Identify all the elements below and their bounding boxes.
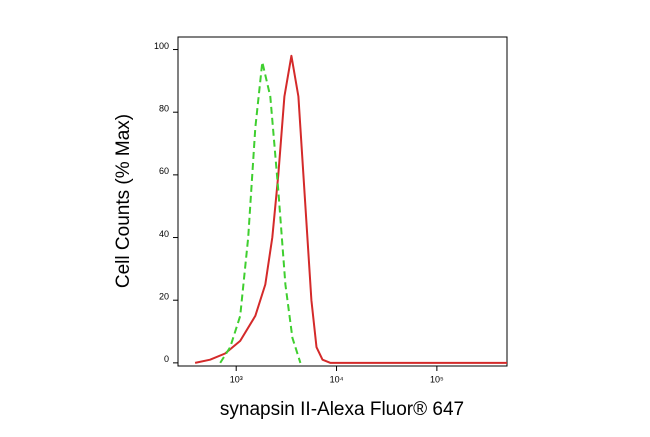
y-tick-label: 0 [164, 354, 169, 364]
y-tick-label: 20 [159, 292, 169, 302]
y-tick-label: 40 [159, 229, 169, 239]
x-axis-label: synapsin II-Alexa Fluor® 647 [220, 399, 464, 420]
plot-frame [177, 36, 508, 367]
x-tick-label: 10⁴ [330, 374, 344, 384]
x-tick-label: 10⁵ [430, 374, 444, 384]
y-tick-label: 80 [159, 104, 169, 114]
y-tick-label: 100 [154, 41, 169, 51]
y-axis-label: Cell Counts (% Max) [113, 114, 134, 288]
x-tick-label: 10³ [230, 374, 243, 384]
y-tick-label: 60 [159, 166, 169, 176]
series-line [194, 54, 507, 364]
series-line [219, 61, 302, 364]
